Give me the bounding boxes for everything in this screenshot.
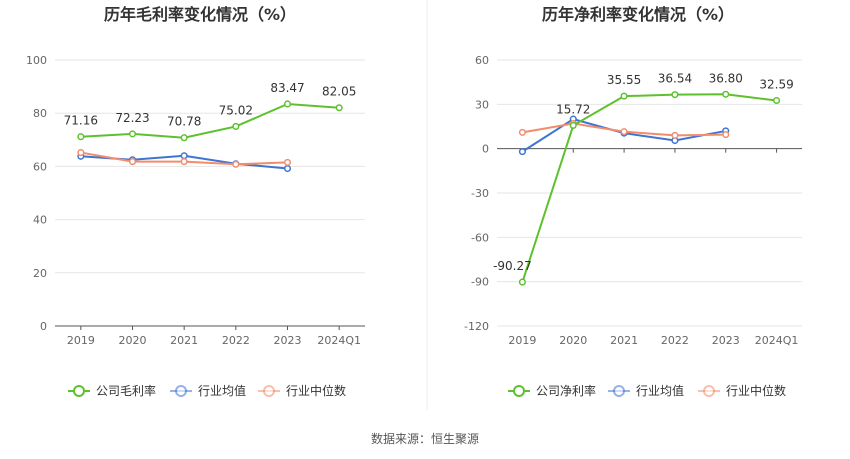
data-point-industry_avg (518, 148, 526, 156)
data-label: 83.47 (270, 81, 304, 95)
legend-item-industry_median: 行业中位数 (258, 383, 346, 398)
y-tick-label: 100 (26, 54, 47, 67)
legend-marker (175, 385, 187, 397)
x-tick-label: 2023 (274, 334, 302, 347)
legend-label: 公司毛利率 (96, 383, 156, 398)
data-point-industry_avg (283, 164, 292, 173)
legend-marker (513, 385, 525, 397)
data-point-company (335, 104, 343, 112)
data-label: 75.02 (219, 103, 253, 117)
data-label: 35.55 (607, 73, 641, 87)
legend-marker (73, 385, 85, 397)
data-label: 71.16 (64, 114, 98, 128)
legend-label: 行业中位数 (726, 383, 786, 398)
y-tick-label: 0 (40, 320, 47, 333)
x-tick-label: 2021 (170, 334, 198, 347)
data-point-company (283, 100, 292, 108)
y-tick-label: 80 (33, 107, 47, 120)
data-label: 70.78 (167, 115, 201, 129)
data-point-industry_median (232, 160, 240, 168)
data-point-industry_median (77, 149, 85, 157)
data-point-company (518, 278, 526, 286)
data-point-industry_avg (180, 152, 188, 160)
data-label: 15.72 (556, 102, 590, 116)
x-tick-label: 2023 (712, 334, 740, 347)
x-tick-label: 2019 (508, 334, 536, 347)
series-line-company (80, 102, 340, 139)
data-point-company (722, 90, 730, 98)
x-tick-label: 2021 (610, 334, 638, 347)
legend-item-industry_avg: 行业均值 (170, 383, 246, 398)
chart-title: 历年净利率变化情况（%） (542, 5, 734, 24)
legend-label: 公司净利率 (536, 383, 596, 398)
chart-2: 历年净利率变化情况（%） -120 -90 -60 -30 0 30 60 2019 2020 20… (464, 5, 802, 398)
y-tick-label: -120 (464, 320, 489, 333)
data-label: 36.54 (658, 72, 692, 86)
y-tick-label: 20 (33, 267, 47, 280)
data-point-company (671, 91, 679, 99)
y-tick-label: 60 (33, 160, 47, 173)
x-tick-label: 2024Q1 (317, 334, 361, 347)
legend-label: 行业均值 (636, 383, 684, 398)
y-tick-label: -90 (471, 276, 489, 289)
y-tick-label: 40 (33, 214, 47, 227)
x-tick-label: 2020 (559, 334, 587, 347)
legend-item-industry_median: 行业中位数 (698, 383, 786, 398)
y-tick-label: 60 (475, 54, 489, 67)
data-point-industry_median (128, 158, 137, 166)
data-point-industry_median (722, 131, 730, 139)
data-label: 82.05 (322, 85, 356, 99)
chart-title: 历年毛利率变化情况（%） (104, 5, 296, 24)
data-point-company (569, 121, 577, 129)
data-point-company (128, 130, 137, 138)
data-point-company (620, 92, 628, 100)
legend-marker (613, 385, 625, 397)
x-tick-label: 2022 (222, 334, 250, 347)
source-note: 数据来源：恒生聚源 (370, 432, 479, 446)
data-point-company (77, 133, 85, 141)
x-tick-label: 2019 (67, 334, 95, 347)
data-label: 72.23 (115, 111, 149, 125)
x-tick-label: 2024Q1 (755, 334, 799, 347)
legend-item-company: 公司净利率 (508, 383, 596, 398)
data-point-industry_median (180, 158, 188, 166)
data-point-company (180, 134, 188, 142)
legend-label: 行业中位数 (286, 383, 346, 398)
data-point-industry_median (671, 131, 679, 139)
data-point-industry_median (283, 158, 292, 166)
series-line-company (521, 93, 777, 283)
data-label: 32.59 (759, 78, 793, 92)
data-point-industry_median (620, 128, 628, 136)
data-point-company (773, 96, 781, 105)
legend-marker (703, 385, 715, 397)
legend-item-industry_avg: 行业均值 (608, 383, 684, 398)
legend-label: 行业均值 (198, 383, 246, 398)
x-tick-label: 2022 (661, 334, 689, 347)
y-tick-label: -60 (471, 231, 489, 244)
data-point-company (232, 122, 240, 130)
x-tick-label: 2020 (119, 334, 147, 347)
data-label: 36.80 (709, 71, 743, 85)
y-tick-label: -30 (471, 187, 489, 200)
legend-item-company: 公司毛利率 (68, 383, 156, 398)
y-tick-label: 0 (482, 143, 489, 156)
chart-1: 历年毛利率变化情况（%） 0 20 40 60 80 100 2019 2020 2021 2022… (26, 5, 365, 398)
data-point-industry_median (518, 128, 526, 136)
y-tick-label: 30 (475, 98, 489, 111)
data-label: -90.27 (493, 259, 532, 273)
legend-marker (263, 385, 275, 397)
